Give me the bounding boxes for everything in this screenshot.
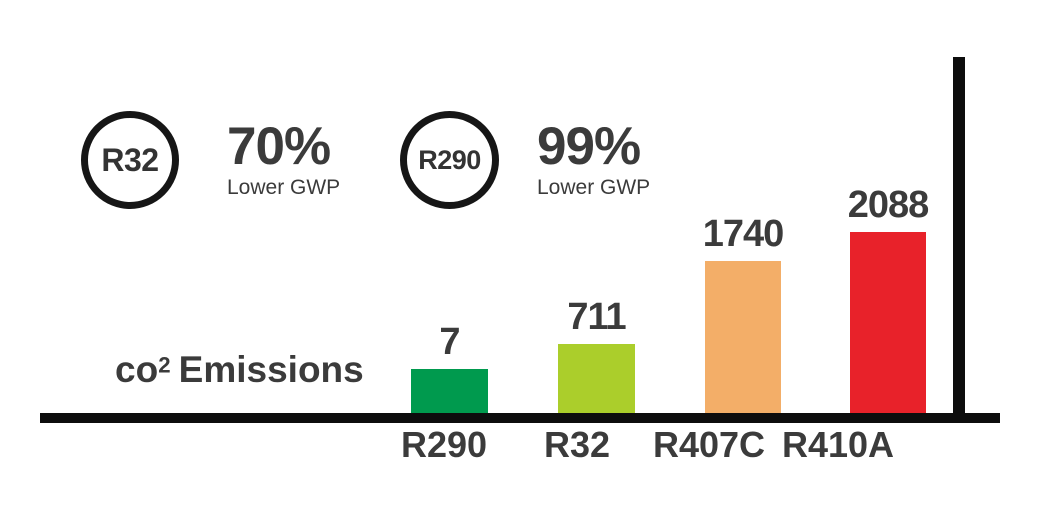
category-label-r407c: R407C: [652, 424, 766, 465]
bar-group-r410a: 2088: [847, 184, 930, 413]
category-label-r32: R32: [543, 424, 611, 465]
badge-text-r32: 70% Lower GWP: [227, 120, 340, 200]
category-label-r290: R290: [400, 424, 488, 465]
y-axis-label-rest: Emissions: [178, 349, 364, 390]
badge-chip-label-r32: R32: [101, 141, 159, 178]
badge-caption-r32: Lower GWP: [227, 176, 341, 199]
bar-r410a: [850, 232, 926, 413]
y-axis-label-prefix: co: [115, 349, 159, 390]
bar-value-label-r32: 711: [567, 296, 626, 338]
badge-circle-r290: R290: [400, 111, 499, 209]
badge-text-r290: 99% Lower GWP: [537, 120, 650, 200]
y-axis-label: co2 Emissions: [115, 349, 364, 391]
bar-r32: [558, 344, 635, 413]
bar-value-label-r410a: 2088: [847, 184, 930, 226]
category-label-r410a: R410A: [781, 424, 895, 465]
badge-caption-r290: Lower GWP: [537, 176, 651, 199]
bar-r407c: [705, 261, 781, 413]
bar-r290: [411, 369, 488, 413]
bar-group-r32: 711: [558, 298, 635, 413]
badge-percent-r32: 70%: [227, 117, 331, 176]
y-axis-line: [953, 57, 965, 423]
badge-percent-r290: 99%: [537, 117, 641, 176]
bar-value-label-r290: 7: [439, 321, 460, 363]
badge-chip-label-r290: R290: [418, 144, 481, 175]
superscript-2: 2: [158, 352, 171, 378]
bar-group-r407c: 1740: [702, 213, 785, 413]
badge-circle-r32: R32: [81, 111, 179, 209]
x-axis-line: [40, 413, 1000, 423]
bar-value-label-r407c: 1740: [702, 213, 785, 255]
bar-group-r290: 7: [411, 323, 488, 413]
